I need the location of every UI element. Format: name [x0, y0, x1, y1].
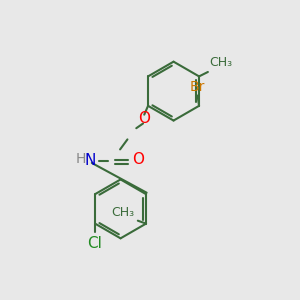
- Text: O: O: [138, 111, 150, 126]
- Text: CH₃: CH₃: [112, 206, 135, 219]
- Text: H: H: [76, 152, 86, 166]
- Text: Cl: Cl: [88, 236, 103, 251]
- Text: N: N: [84, 153, 96, 168]
- Text: O: O: [132, 152, 144, 166]
- Text: Br: Br: [190, 80, 205, 94]
- Text: CH₃: CH₃: [209, 56, 232, 69]
